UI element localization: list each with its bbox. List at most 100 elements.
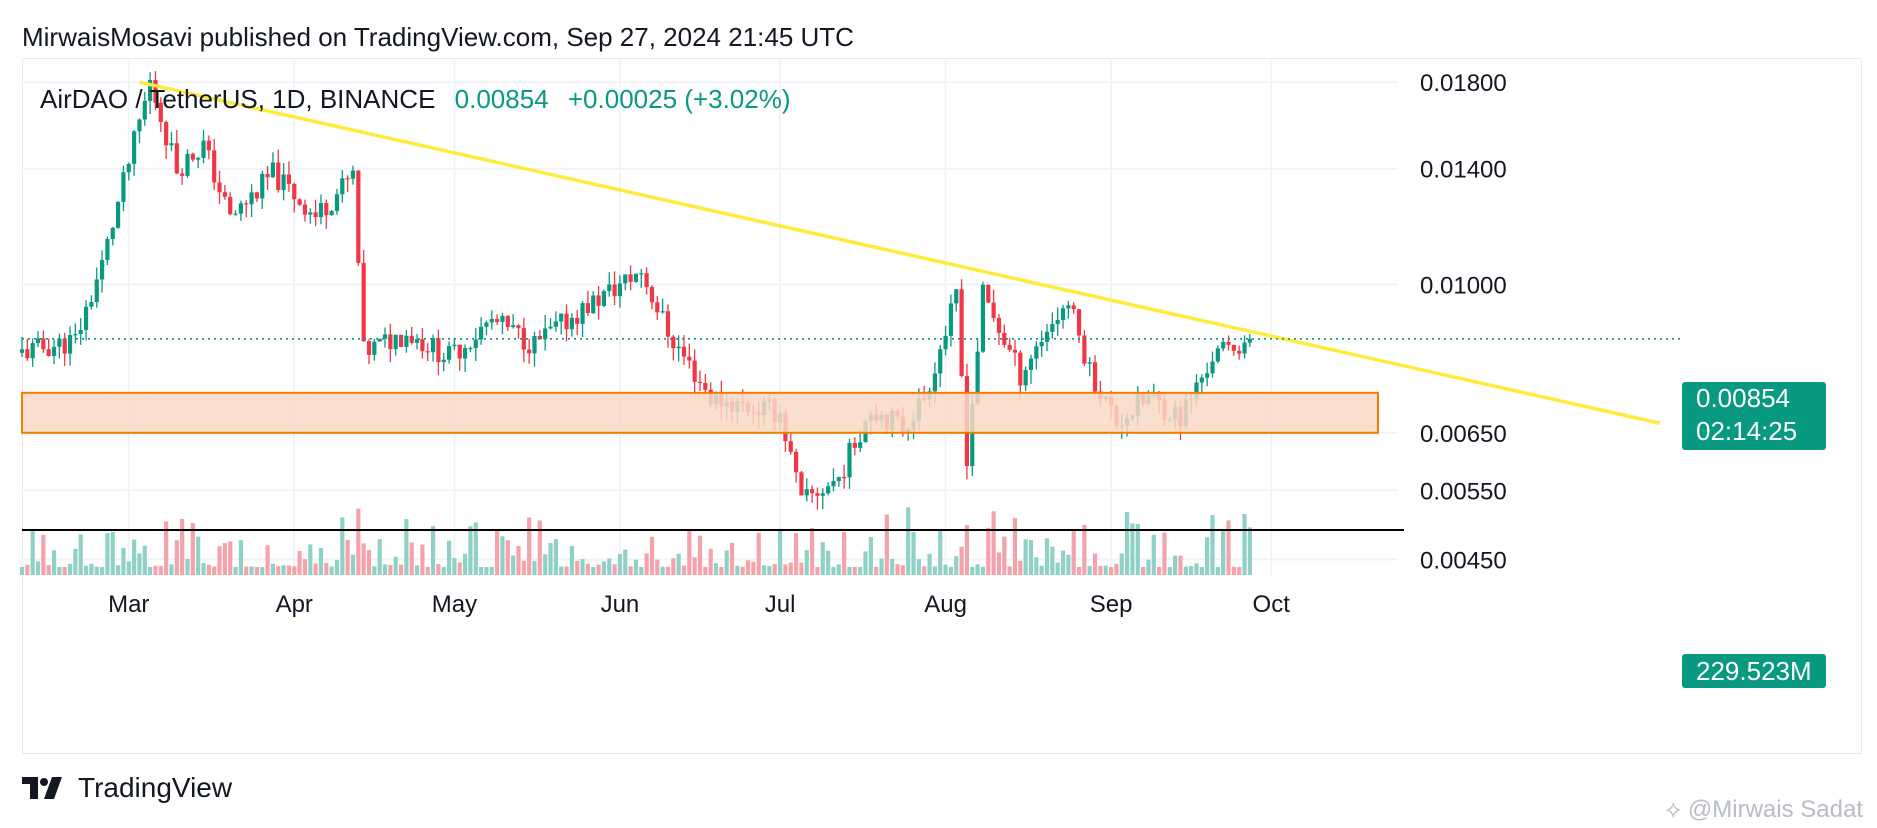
volume-bar <box>783 564 788 575</box>
candle-body-up <box>142 100 147 120</box>
volume-bar <box>164 521 169 575</box>
volume-bar <box>281 565 286 575</box>
volume-bar <box>804 550 809 575</box>
candle-body-down <box>1007 344 1012 350</box>
volume-bar <box>692 557 697 575</box>
candle-body-up <box>473 339 478 348</box>
candle-body-down <box>164 121 169 146</box>
volume-bar <box>585 563 590 575</box>
candle-body-up <box>1215 348 1220 362</box>
volume-bar <box>228 541 233 575</box>
volume-bar <box>398 564 404 575</box>
volume-bar <box>826 550 831 575</box>
volume-bar <box>788 562 793 575</box>
volume-bar <box>922 566 927 575</box>
volume-bar <box>270 563 276 575</box>
candle-body-up <box>623 274 628 284</box>
candle-body-up <box>1199 377 1204 383</box>
candle-body-down <box>46 349 51 356</box>
volume-bar <box>313 563 318 575</box>
candle-body-down <box>852 442 857 448</box>
volume-bar <box>697 535 703 575</box>
x-tick-label: May <box>432 591 477 618</box>
candle-body-up <box>201 140 206 158</box>
candle-body-up <box>943 335 948 350</box>
candle-body-up <box>804 489 809 496</box>
candle-body-up <box>1087 362 1092 364</box>
volume-bar <box>761 565 767 575</box>
symbol-name: AirDAO / TetherUS, 1D, BINANCE <box>40 84 436 114</box>
candle-body-up <box>633 273 639 282</box>
candle-body-up <box>110 227 115 240</box>
candle-body-down <box>1226 341 1231 345</box>
volume-bar <box>430 526 436 575</box>
tradingview-logo-icon <box>22 777 62 799</box>
candle-body-down <box>799 472 804 496</box>
candle-body-down <box>521 328 526 350</box>
candle-body-down <box>1076 309 1082 336</box>
candle-body-up <box>441 359 446 363</box>
volume-bar <box>1167 566 1172 575</box>
candle-body-up <box>970 403 975 467</box>
volume-bar <box>868 537 873 575</box>
candle-body-up <box>932 373 937 392</box>
watermark-icon: ⟡ <box>1665 796 1688 823</box>
candle-body-down <box>516 325 521 329</box>
volume-bar <box>1215 566 1220 575</box>
volume-bar <box>895 564 900 575</box>
candle-body-up <box>1210 361 1215 374</box>
candle-body-up <box>196 157 201 160</box>
volume-bar <box>452 558 457 575</box>
volume-bar <box>1092 553 1098 575</box>
candle-body-up <box>1242 342 1247 354</box>
volume-bar <box>366 550 372 575</box>
volume-bar <box>244 566 249 575</box>
volume-bar <box>793 533 799 575</box>
volume-bar <box>441 566 446 575</box>
y-tick-label: 0.01400 <box>1420 157 1507 184</box>
candle-body-up <box>404 335 409 347</box>
last-price-value: 0.00854 <box>1696 383 1790 413</box>
volume-bar <box>30 531 35 575</box>
candle-body-up <box>1221 341 1226 349</box>
candle-body-down <box>420 339 425 352</box>
volume-bar <box>1108 566 1114 575</box>
volume-bar <box>687 530 692 575</box>
candle-body-down <box>174 143 179 174</box>
candle-body-up <box>639 273 644 275</box>
volume-bar <box>601 561 607 575</box>
volume-bar <box>185 559 190 575</box>
volume-bar <box>254 566 259 575</box>
volume-bar <box>148 566 153 575</box>
candle-body-up <box>318 203 324 218</box>
volume-bar <box>25 564 30 575</box>
brand-name: TradingView <box>78 772 233 803</box>
candle-body-down <box>628 274 633 282</box>
volume-bar <box>297 550 302 575</box>
candle-body-up <box>468 347 473 350</box>
candle-body-up <box>553 321 558 327</box>
volume-bar <box>206 564 211 575</box>
volume-bar <box>1242 513 1247 575</box>
candle-body-up <box>1060 308 1066 321</box>
volume-bar <box>932 566 937 575</box>
candle-body-down <box>575 317 580 324</box>
volume-bar <box>772 564 777 575</box>
candle-body-down <box>302 204 308 215</box>
volume-bar <box>1135 523 1140 575</box>
volume-bar <box>201 563 206 575</box>
candle-body-down <box>1002 332 1007 345</box>
tradingview-logo[interactable]: TradingView <box>22 772 232 804</box>
price-change: +0.00025 (+3.02%) <box>567 84 791 114</box>
volume-bar <box>153 565 158 575</box>
volume-bar <box>377 539 382 575</box>
volume-bar <box>1066 554 1071 575</box>
volume-bar <box>649 536 655 575</box>
candle-body-up <box>1247 338 1252 343</box>
volume-bar <box>628 566 633 575</box>
candle-body-up <box>479 326 484 340</box>
volume-bar <box>633 559 639 575</box>
candle-body-down <box>313 212 318 218</box>
volume-bar <box>959 546 964 575</box>
